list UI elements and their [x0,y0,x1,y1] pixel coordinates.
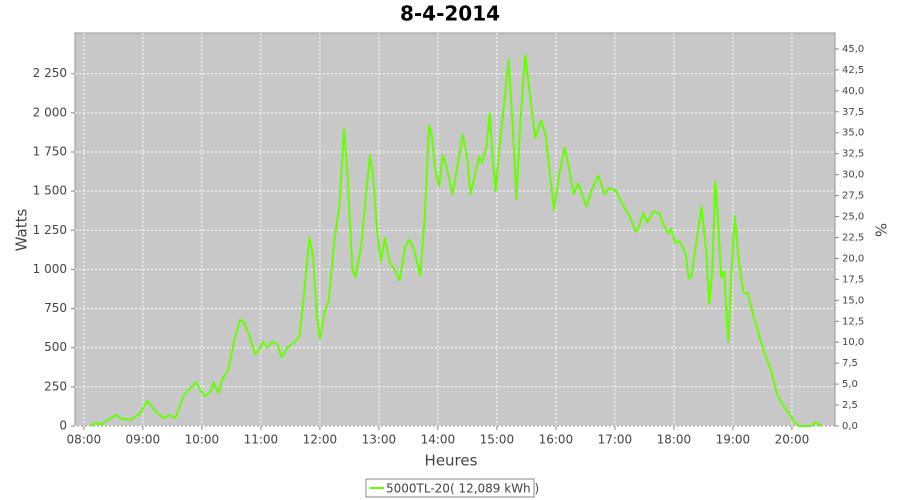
x-tick-label: 15:00 [480,433,515,447]
y2-tick-label: 22,5 [842,232,864,243]
y2-tick-label: 17,5 [842,274,864,285]
y-tick-label: 500 [44,340,67,354]
y2-tick-label: 32,5 [842,149,864,160]
y2-tick-label: 12,5 [842,316,864,327]
x-tick-label: 12:00 [303,433,338,447]
y-tick-label: 2 000 [33,105,67,119]
x-tick-label: 18:00 [657,433,692,447]
x-tick-label: 09:00 [126,433,161,447]
x-tick-label: 16:00 [539,433,574,447]
y-tick-label: 750 [44,301,67,315]
x-tick-label: 20:00 [775,433,810,447]
y-tick-label: 1 750 [33,144,67,158]
x-tick-label: 17:00 [598,433,633,447]
y-tick-label: 2 250 [33,66,67,80]
y2-tick-label: 40,0 [842,86,864,97]
plot-area [74,32,836,427]
y2-tick-label: 25,0 [842,212,864,223]
line-series [89,53,822,427]
x-tick-label: 10:00 [185,433,220,447]
x-tick-label: 19:00 [716,433,751,447]
y-tick-label: 250 [44,379,67,393]
y2-tick-label: 37,5 [842,107,864,118]
y2-tick-label: 27,5 [842,191,864,202]
x-axis-label: Heures [425,452,478,470]
chart-title: 8-4-2014 [400,2,500,26]
y2-tick-label: 15,0 [842,295,864,306]
y-axis-label: Watts [13,209,31,252]
x-tick-label: 13:00 [362,433,397,447]
x-tick-label: 14:00 [421,433,456,447]
y-tick-label: 1 000 [33,262,67,276]
y2-tick-label: 30,0 [842,170,864,181]
legend-label: 5000TL-20( 12,089 kWh ) [386,482,539,496]
y2-tick-label: 35,0 [842,128,864,139]
legend [365,478,535,498]
y2-tick-label: 20,0 [842,253,864,264]
y-tick-label: 1 500 [33,184,67,198]
y2-tick-label: 10,0 [842,337,864,348]
y-tick-label: 1 250 [33,223,67,237]
x-tick-label: 08:00 [67,433,102,447]
x-tick-label: 11:00 [244,433,279,447]
y2-tick-label: 42,5 [842,65,864,76]
y2-tick-label: 2,5 [842,400,858,411]
y2-tick-label: 0,0 [842,421,858,432]
y2-tick-label: 45,0 [842,44,864,55]
y2-axis-label: % [872,223,890,237]
y-tick-label: 0 [59,419,67,433]
y2-tick-label: 5,0 [842,379,858,390]
y2-tick-label: 7,5 [842,358,858,369]
